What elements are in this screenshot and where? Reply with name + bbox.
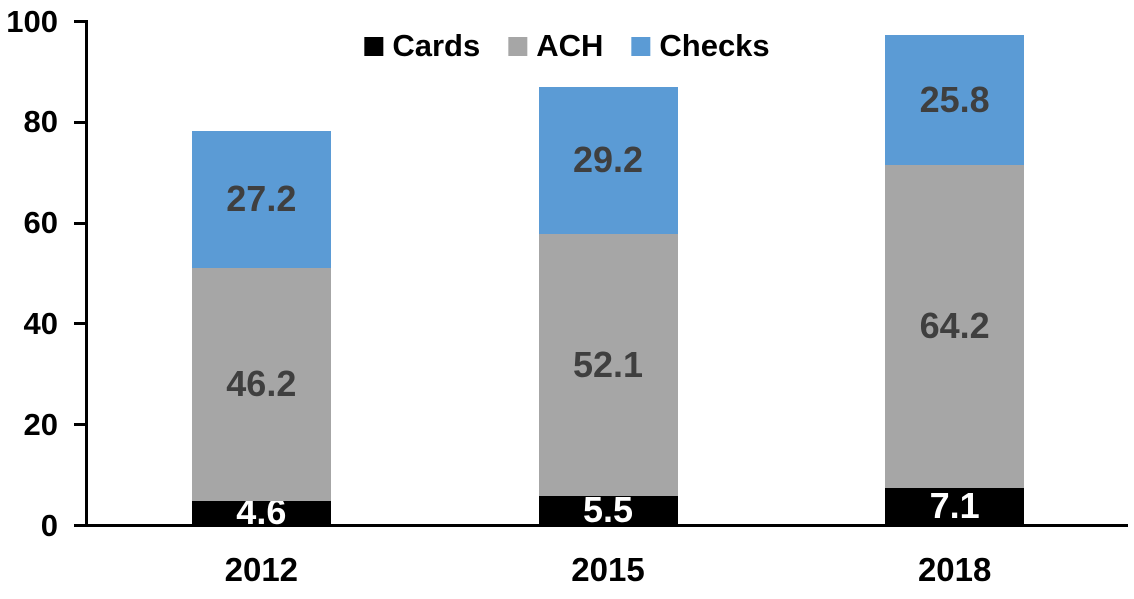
bar-segment-ach-2018: 64.2	[885, 164, 1025, 489]
y-tick-label: 20	[23, 406, 58, 442]
y-axis-tick	[74, 423, 88, 427]
legend-label: Cards	[392, 28, 481, 63]
y-axis-line	[85, 20, 88, 527]
x-axis-line	[85, 524, 1128, 527]
bar-value-label: 64.2	[919, 305, 990, 347]
bar-segment-ach-2015: 52.1	[538, 233, 678, 497]
bar-segment-checks-2018: 25.8	[885, 34, 1025, 165]
x-category-label-2012: 2012	[224, 551, 299, 588]
y-tick-label: 0	[40, 507, 58, 543]
y-tick-label: 80	[23, 104, 58, 140]
y-axis-tick	[74, 120, 88, 124]
bar-value-label: 25.8	[919, 78, 990, 120]
bar-value-label: 27.2	[226, 178, 297, 220]
bar-segment-ach-2012: 46.2	[191, 267, 331, 501]
legend-swatch-ach	[508, 36, 528, 56]
y-axis-tick	[74, 322, 88, 326]
bar-segment-cards-2012: 4.6	[191, 494, 331, 530]
y-axis-tick	[74, 20, 88, 23]
bar-segment-checks-2012: 27.2	[191, 130, 331, 268]
bar-value-label: 52.1	[572, 343, 644, 385]
bar-value-label: 29.2	[572, 139, 644, 181]
bar-segment-cards-2015: 5.5	[538, 492, 678, 528]
y-axis-tick	[74, 221, 88, 225]
legend: Cards ACH Checks	[364, 28, 770, 64]
legend-item-checks: Checks	[631, 28, 770, 64]
y-tick-label: 40	[23, 305, 58, 341]
legend-label: Checks	[659, 28, 770, 63]
bar-segment-checks-2015: 29.2	[538, 86, 678, 234]
x-category-label-2018: 2018	[917, 551, 992, 588]
bar-segment-cards-2018: 7.1	[885, 485, 1025, 527]
legend-label: ACH	[536, 28, 604, 63]
bar-value-label: 46.2	[226, 363, 297, 405]
legend-item-ach: ACH	[508, 28, 603, 64]
y-tick-label: 60	[23, 205, 58, 241]
legend-swatch-checks	[631, 36, 651, 56]
bar-value-label: 5.5	[582, 489, 634, 531]
legend-swatch-cards	[364, 36, 384, 56]
y-axis-tick	[74, 524, 88, 527]
y-tick-label: 100	[6, 3, 58, 39]
x-category-label-2015: 2015	[571, 551, 645, 588]
legend-item-cards: Cards	[364, 28, 480, 64]
bar-value-label: 7.1	[929, 485, 980, 527]
